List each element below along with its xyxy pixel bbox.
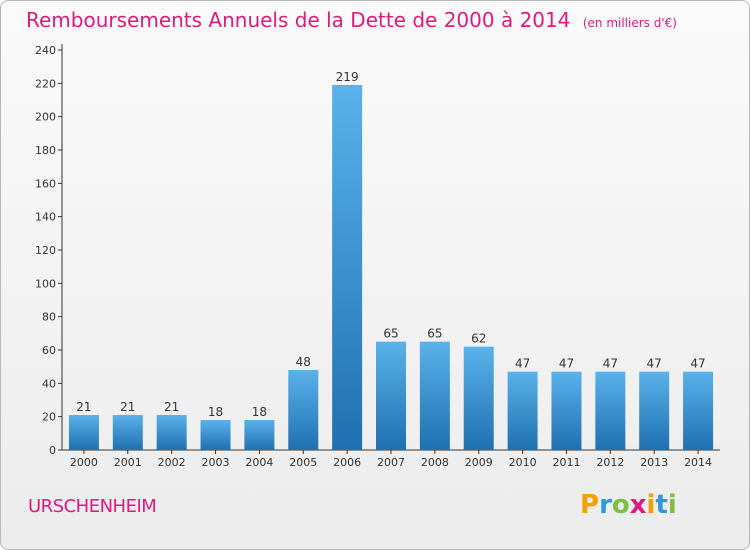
- x-tick-label: 2001: [114, 456, 142, 469]
- bar: [112, 415, 143, 450]
- bar: [200, 420, 231, 450]
- bar: [156, 415, 187, 450]
- y-tick-label: 0: [49, 444, 56, 457]
- y-tick-label: 200: [35, 111, 56, 124]
- bar: [595, 371, 626, 450]
- chart-title-text: Remboursements Annuels de la Dette de 20…: [26, 8, 571, 32]
- bar: [244, 420, 275, 450]
- bar: [507, 371, 538, 450]
- logo-letter: t: [655, 490, 668, 520]
- bar: [288, 370, 319, 450]
- y-tick-label: 100: [35, 277, 56, 290]
- data-label: 47: [515, 357, 530, 371]
- bar: [639, 371, 670, 450]
- bar: [376, 341, 406, 450]
- data-label: 47: [559, 357, 574, 371]
- chart-bars: 21 21 21 18 18 48 219 65 65 62 47 47 47 47 47: [68, 70, 714, 450]
- data-label: 219: [336, 70, 359, 84]
- data-label: 21: [76, 400, 91, 414]
- y-tick-label: 180: [35, 144, 56, 157]
- data-label: 48: [296, 355, 311, 369]
- x-tick-label: 2005: [289, 456, 317, 469]
- x-tick-label: 2009: [465, 456, 493, 469]
- data-label: 65: [427, 327, 442, 341]
- x-tick-label: 2006: [333, 456, 361, 469]
- bar: [683, 371, 714, 450]
- x-tick-label: 2013: [640, 456, 668, 469]
- proxiti-logo: Proxiti: [580, 490, 677, 520]
- y-tick-label: 20: [42, 411, 56, 424]
- x-tick-label: 2010: [509, 456, 537, 469]
- data-label: 21: [120, 400, 135, 414]
- y-tick-label: 220: [35, 77, 56, 90]
- data-label: 65: [383, 327, 398, 341]
- x-tick-label: 2012: [596, 456, 624, 469]
- y-tick-label: 80: [42, 311, 56, 324]
- chart-title: Remboursements Annuels de la Dette de 20…: [26, 8, 677, 32]
- x-tick-label: 2014: [684, 456, 712, 469]
- data-label: 18: [252, 405, 267, 419]
- x-tick-label: 2008: [421, 456, 449, 469]
- x-tick-label: 2004: [245, 456, 273, 469]
- y-tick-label: 60: [42, 344, 56, 357]
- logo-letter: x: [629, 490, 647, 520]
- logo-letter: i: [646, 490, 656, 520]
- data-label: 47: [647, 357, 662, 371]
- logo-letter: i: [667, 490, 677, 520]
- x-tick-label: 2002: [158, 456, 186, 469]
- chart-unit: (en milliers d'€): [582, 16, 677, 30]
- data-label: 21: [164, 400, 179, 414]
- x-tick-label: 2003: [202, 456, 230, 469]
- y-tick-label: 40: [42, 377, 56, 390]
- x-tick-label: 2000: [70, 456, 98, 469]
- commune-name: URSCHENHEIM: [28, 496, 157, 517]
- y-tick-label: 120: [35, 244, 56, 257]
- y-tick-label: 240: [35, 44, 56, 57]
- data-label: 47: [603, 357, 618, 371]
- logo-letter: o: [611, 490, 630, 520]
- bar: [68, 415, 99, 450]
- bar: [551, 371, 582, 450]
- logo-letter: r: [599, 490, 612, 520]
- bar: [419, 341, 450, 450]
- y-tick-label: 140: [35, 211, 56, 224]
- logo-letter: P: [580, 490, 600, 520]
- data-label: 18: [208, 405, 223, 419]
- x-tick-label: 2011: [552, 456, 580, 469]
- data-label: 47: [690, 357, 705, 371]
- x-tick-label: 2007: [377, 456, 405, 469]
- y-tick-label: 160: [35, 177, 56, 190]
- bar: [463, 346, 494, 450]
- bar: [332, 85, 363, 450]
- data-label: 62: [471, 332, 486, 346]
